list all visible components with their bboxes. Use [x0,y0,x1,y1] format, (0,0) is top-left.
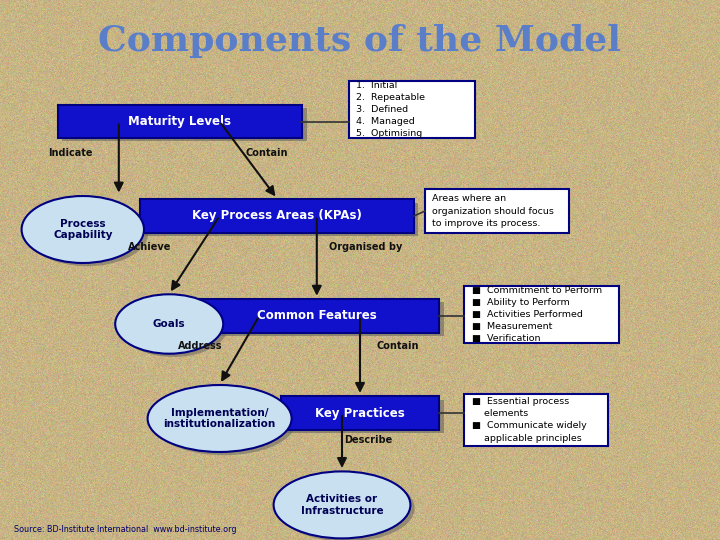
FancyBboxPatch shape [464,394,608,446]
FancyBboxPatch shape [199,302,444,336]
Ellipse shape [274,471,410,538]
FancyBboxPatch shape [464,286,619,343]
Text: Implementation/
institutionalization: Implementation/ institutionalization [163,408,276,429]
FancyBboxPatch shape [62,108,307,141]
Text: Address: Address [178,341,222,350]
FancyBboxPatch shape [425,189,569,233]
FancyBboxPatch shape [58,105,302,138]
Text: Components of the Model: Components of the Model [99,24,621,57]
Text: Goals: Goals [153,319,186,329]
FancyBboxPatch shape [349,81,475,138]
Text: Maturity Levels: Maturity Levels [128,115,232,128]
Text: Achieve: Achieve [128,242,171,252]
Text: ■  Commitment to Perform
■  Ability to Perform
■  Activities Performed
■  Measur: ■ Commitment to Perform ■ Ability to Per… [472,286,602,343]
Text: Contain: Contain [245,148,288,158]
Text: Process
Capability: Process Capability [53,219,112,240]
Text: Source: BD-Institute International  www.bd-institute.org: Source: BD-Institute International www.b… [14,524,237,534]
Ellipse shape [26,199,148,266]
Text: Key Process Areas (KPAs): Key Process Areas (KPAs) [192,210,362,222]
Text: Organised by: Organised by [329,242,402,252]
Ellipse shape [115,294,223,354]
Text: ■  Essential process
    elements
■  Communicate widely
    applicable principle: ■ Essential process elements ■ Communica… [472,397,586,443]
Text: Activities or
Infrastructure: Activities or Infrastructure [301,494,383,516]
FancyBboxPatch shape [285,400,444,433]
Text: Describe: Describe [344,435,393,445]
Text: Areas where an
organization should focus
to improve its process.: Areas where an organization should focus… [432,194,554,228]
Text: Key Practices: Key Practices [315,407,405,420]
FancyBboxPatch shape [194,299,439,333]
FancyBboxPatch shape [145,202,418,236]
Ellipse shape [148,385,292,452]
Text: 1.  Initial
2.  Repeatable
3.  Defined
4.  Managed
5.  Optimising: 1. Initial 2. Repeatable 3. Defined 4. M… [356,80,426,138]
Ellipse shape [152,388,296,455]
Ellipse shape [278,475,415,540]
Text: Common Features: Common Features [257,309,377,322]
FancyBboxPatch shape [140,199,414,233]
Ellipse shape [120,298,228,357]
Ellipse shape [22,196,144,263]
Text: Contain: Contain [377,341,420,350]
FancyBboxPatch shape [281,396,439,430]
Text: Indicate: Indicate [48,148,93,158]
